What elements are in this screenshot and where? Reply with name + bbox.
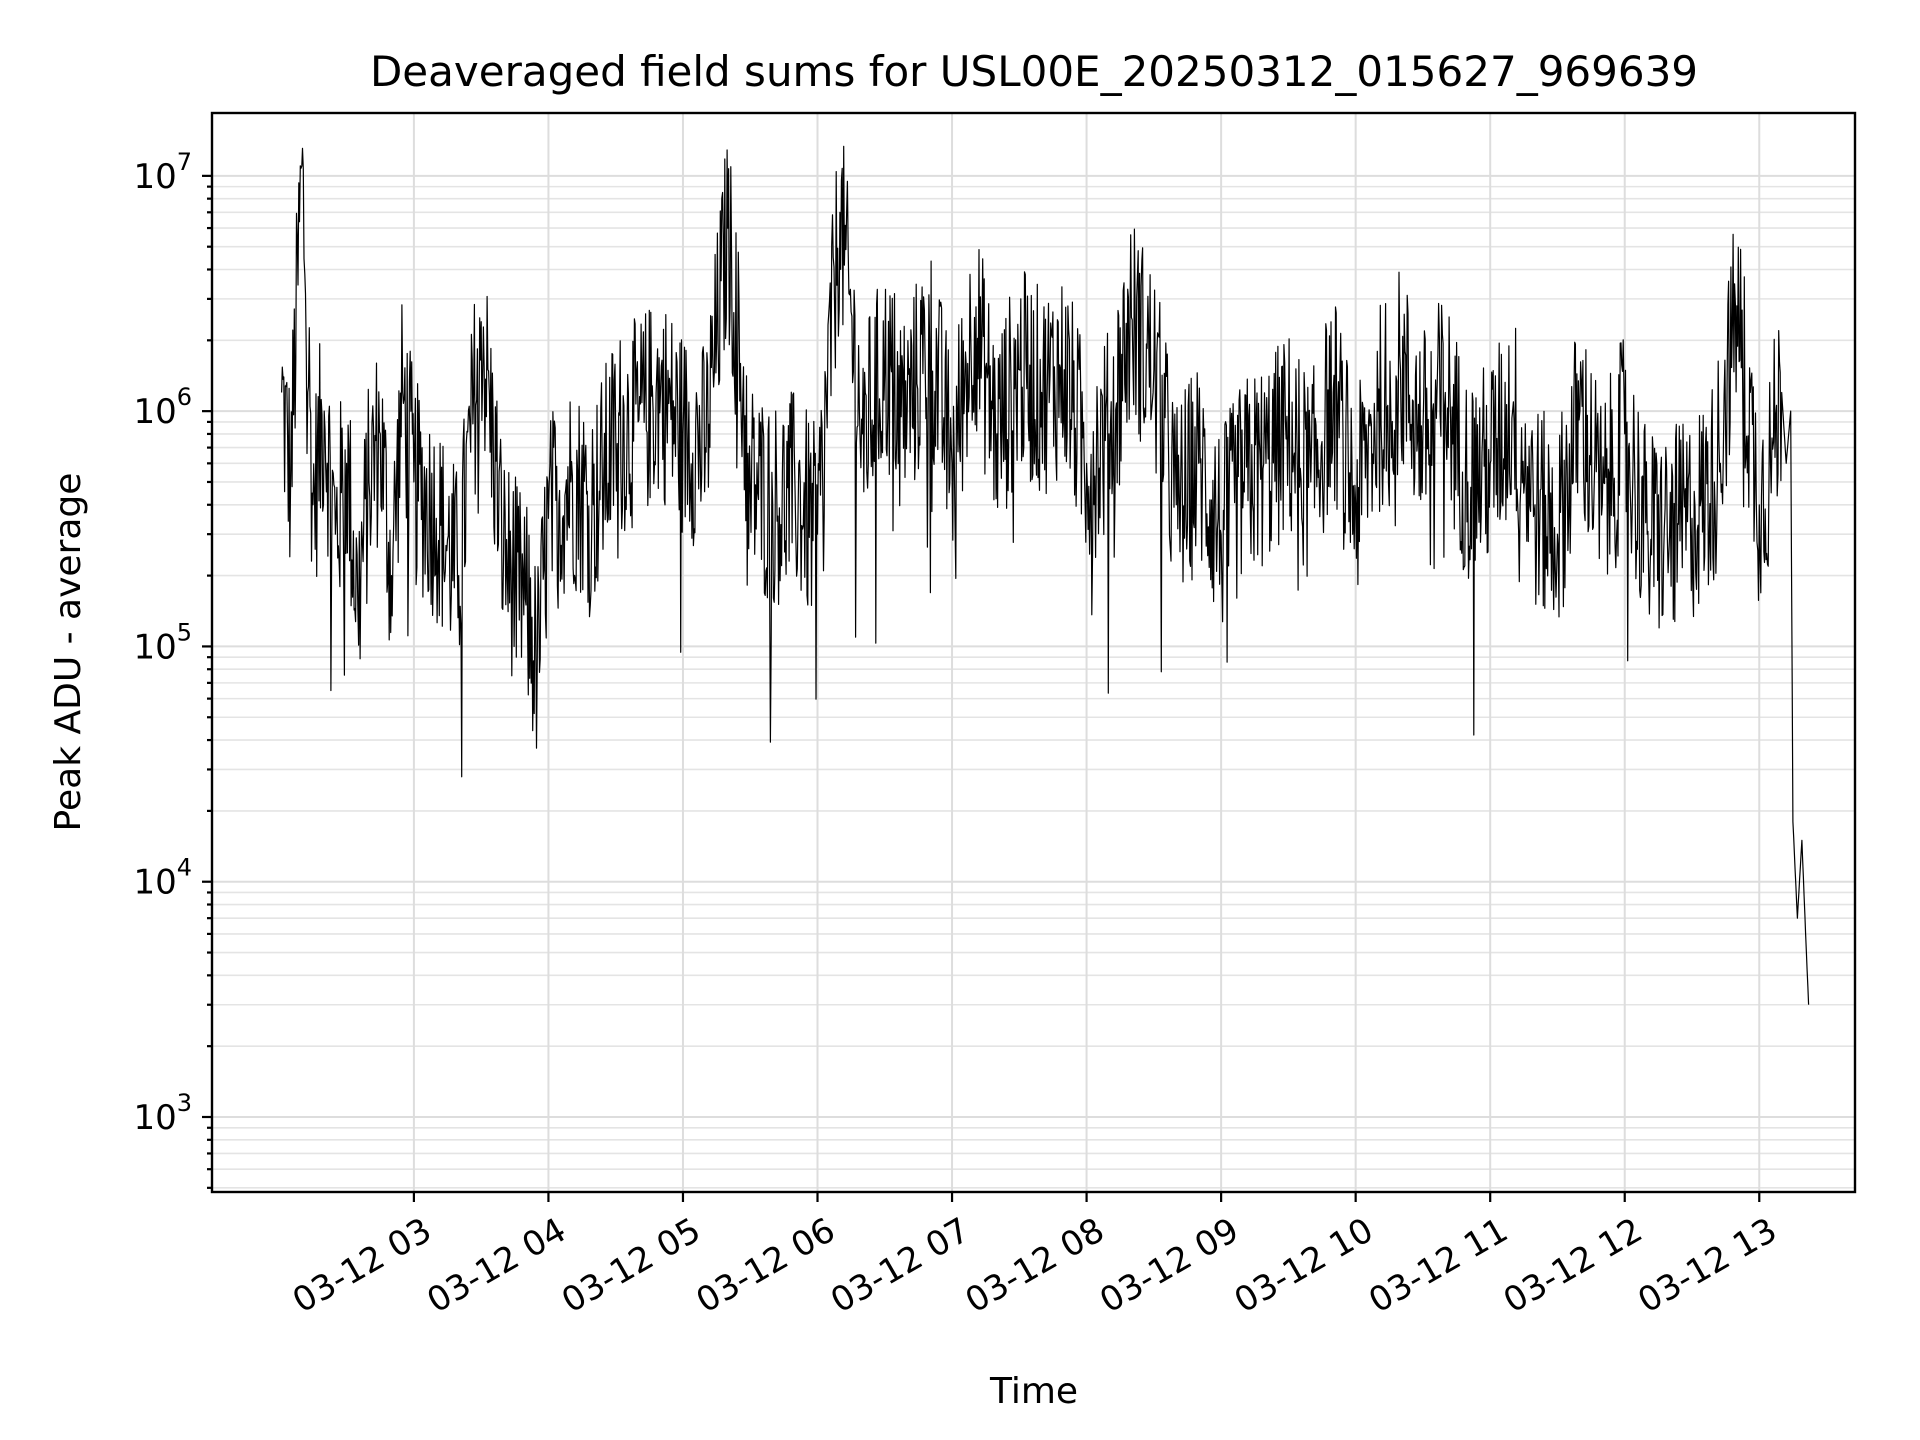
- y-tick-label: 105: [133, 618, 192, 667]
- x-tick-label: 03-12 12: [1497, 1210, 1649, 1321]
- x-tick-label: 03-12 06: [690, 1210, 842, 1321]
- x-tick-label: 03-12 11: [1362, 1210, 1514, 1321]
- data-series-line: [281, 145, 1810, 1005]
- x-tick-label: 03-12 13: [1631, 1210, 1783, 1321]
- y-axis-label: Peak ADU - average: [48, 473, 89, 832]
- x-tick-label: 03-12 03: [286, 1210, 438, 1321]
- plot-frame: [210, 111, 1857, 1194]
- chart-title: Deaveraged field sums for USL00E_2025031…: [370, 47, 1698, 96]
- x-tick-label: 03-12 10: [1228, 1210, 1380, 1321]
- y-axis-ticks: 103 104 105 106 107: [133, 148, 212, 1189]
- x-tick-label: 03-12 04: [421, 1210, 573, 1321]
- y-tick-label: 106: [133, 383, 192, 432]
- y-tick-label: 107: [133, 148, 192, 197]
- x-tick-label: 03-12 07: [824, 1210, 976, 1321]
- x-axis-label: Time: [989, 1371, 1078, 1412]
- x-tick-label: 03-12 05: [555, 1210, 707, 1321]
- y-tick-label: 104: [133, 854, 192, 903]
- x-tick-label: 03-12 08: [959, 1210, 1111, 1321]
- grid: [212, 113, 1855, 1192]
- y-tick-label: 103: [133, 1089, 192, 1138]
- x-tick-label: 03-12 09: [1093, 1210, 1245, 1321]
